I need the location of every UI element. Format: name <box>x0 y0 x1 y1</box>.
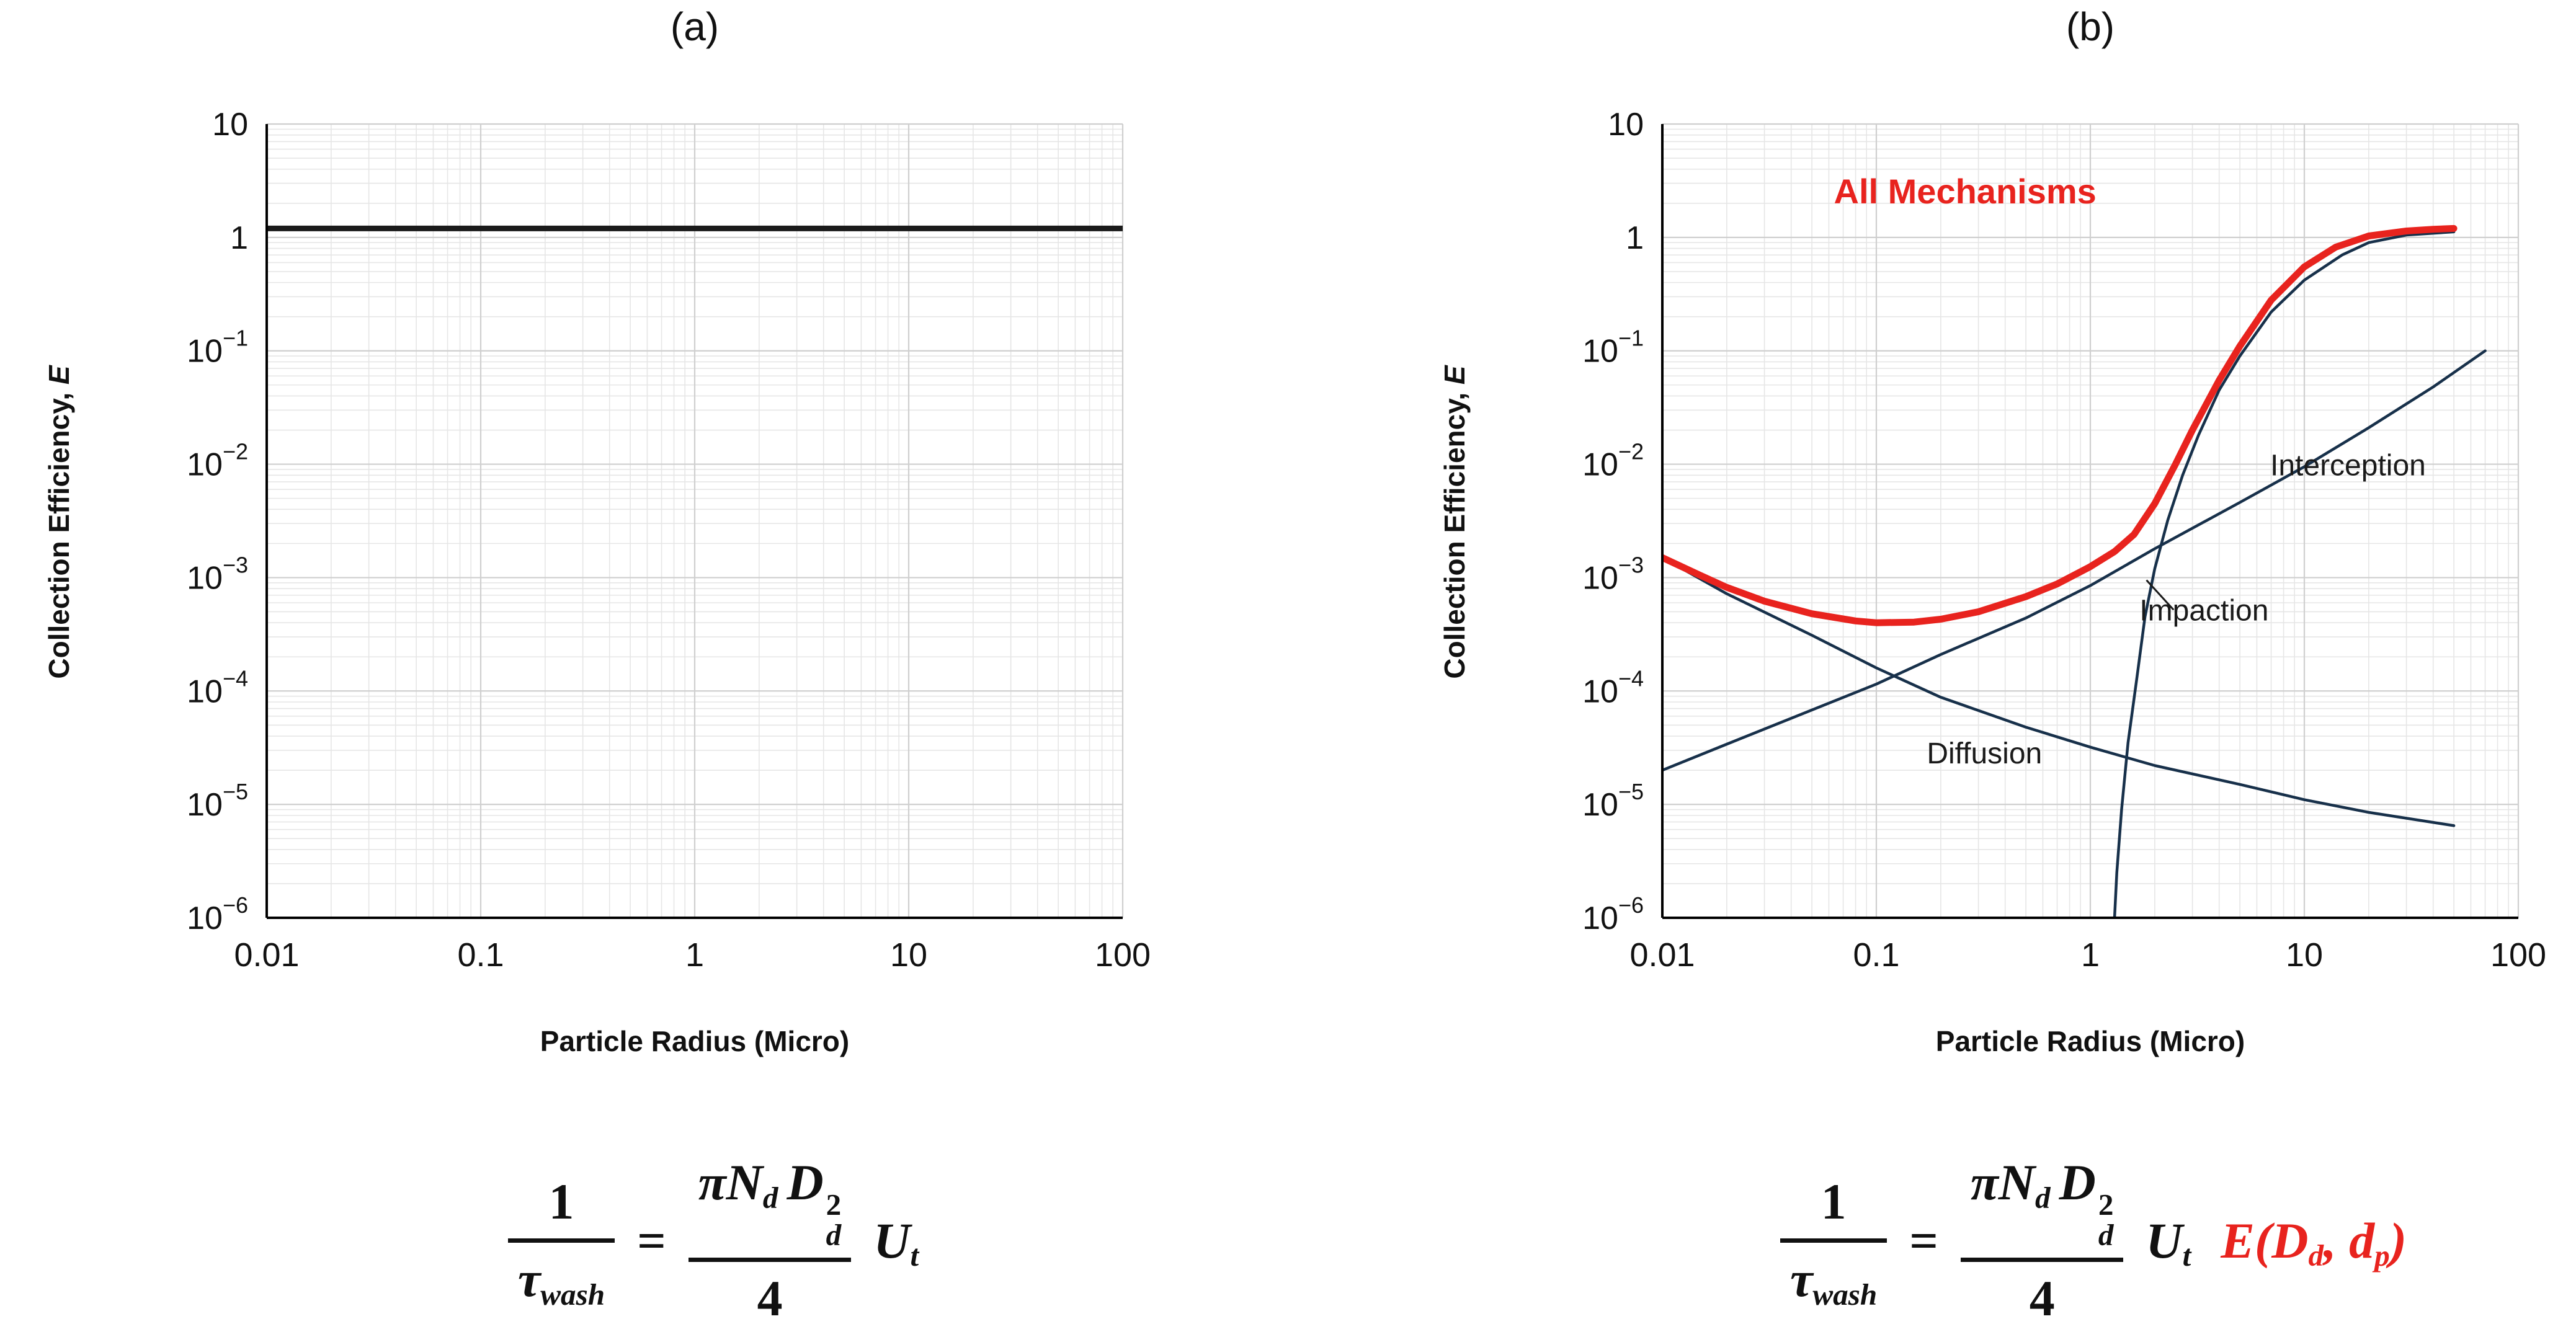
curve-impaction <box>2113 230 2456 918</box>
y-axis-tick-label: 10−5 <box>187 779 248 823</box>
formula-b-t-subscript: t <box>2182 1238 2191 1273</box>
x-axis-tick-label: 1 <box>2081 936 2100 974</box>
y-axis-tick-label: 10−4 <box>1582 665 1644 709</box>
formula-b: 1 τwash = πNd D 2 d 4 Ut E(Dd, dp) <box>1520 1153 2576 1328</box>
formula-a-rhs-fraction: πNd D 2 d 4 <box>688 1153 852 1328</box>
x-axis-tick-label: 0.01 <box>1629 936 1695 974</box>
formula-b-equals-sign: = <box>1909 1212 1939 1269</box>
y-axis-tick-label: 10−1 <box>187 326 248 370</box>
formula-a-tau-wash: τwash <box>507 1238 615 1310</box>
y-axis-tick-label: 1 <box>1626 220 1644 256</box>
formula-a-dd-superscript: 2 <box>826 1187 842 1222</box>
formula-a-nd-subscript: d <box>762 1180 778 1215</box>
y-axis-tick-label: 10−6 <box>187 892 248 936</box>
formula-b-lhs-fraction: 1 τwash <box>1780 1173 1887 1310</box>
chart-b-y-axis-title-text: Collection Efficiency, <box>1438 384 1471 679</box>
curve-label-impaction: Impaction <box>2139 594 2268 627</box>
formula-b-ut-term: Ut <box>2146 1212 2191 1273</box>
formula-b-pi-nd: πN <box>1971 1154 2035 1210</box>
y-axis-tick-label: 10 <box>1608 107 1644 143</box>
formula-a-wash-subscript: wash <box>540 1277 605 1312</box>
y-axis-tick-label: 10 <box>212 107 248 143</box>
formula-b-e-dp-subscript: p <box>2374 1238 2390 1273</box>
y-axis-tick-label: 10−3 <box>187 552 248 596</box>
formula-a-t-subscript: t <box>910 1238 919 1273</box>
x-axis-tick-label: 0.01 <box>234 936 299 974</box>
formula-b-dd-superscript: 2 <box>2098 1187 2114 1222</box>
y-axis-tick-label: 10−6 <box>1582 892 1644 936</box>
formula-a-ut-term: Ut <box>873 1212 919 1273</box>
formula-a-lhs-fraction: 1 τwash <box>507 1173 615 1310</box>
formula-b-numerator: πNd D 2 d <box>1961 1153 2123 1258</box>
curve-label-interception: Interception <box>2270 449 2426 482</box>
formula-b-one: 1 <box>1821 1173 1847 1230</box>
curve-diffusion <box>1662 556 2456 827</box>
formula-a-pi-nd: πN <box>698 1154 763 1210</box>
x-axis-tick-label: 1 <box>685 936 704 974</box>
formula-a-dd-subscript: d <box>826 1217 842 1252</box>
formula-b-e-dd-subscript: d <box>2308 1238 2324 1273</box>
formula-b-four: 4 <box>1961 1258 2124 1328</box>
formula-b-e-close: ) <box>2389 1212 2407 1269</box>
y-axis-tick-label: 10−4 <box>187 665 248 709</box>
panel-a-title: (a) <box>670 4 720 49</box>
chart-b-y-axis-title-symbol: E <box>1438 365 1471 385</box>
x-axis-tick-label: 0.1 <box>1853 936 1899 974</box>
formula-b-rhs-fraction: πNd D 2 d 4 <box>1961 1153 2124 1328</box>
y-axis-tick-label: 10−3 <box>1582 552 1644 596</box>
axis-lines <box>1661 124 2518 919</box>
curve-label-all-mechanisms: All Mechanisms <box>1834 172 2097 211</box>
label-leader-line <box>2146 579 2175 611</box>
chart-b: All Mechanisms Interception Impaction Diffu… <box>1582 107 2546 974</box>
x-axis-tick-label: 100 <box>1095 936 1151 974</box>
plot-curves <box>1662 224 2487 918</box>
formula-a-u: U <box>873 1212 911 1269</box>
y-axis-tick-label: 10−5 <box>1582 779 1644 823</box>
formula-a-numerator: πNd D 2 d <box>689 1153 851 1258</box>
chart-b-y-axis-title: Collection Efficiency, E <box>1436 274 1473 770</box>
panel-b-title: (b) <box>2066 4 2115 49</box>
y-axis-tick-label: 10−2 <box>187 439 248 483</box>
x-axis-tick-label: 10 <box>2286 936 2323 974</box>
chart-a: 0.01 0.1 1 10 100 10 1 10−1 10−2 10−3 10−4 10−5 10−6 <box>187 107 1151 974</box>
x-axis-tick-label: 100 <box>2490 936 2546 974</box>
chart-a-x-axis-title: Particle Radius (Micro) <box>540 1025 850 1057</box>
chart-a-y-axis-title-symbol: E <box>43 365 75 385</box>
formula-b-e-dp: , d <box>2324 1212 2375 1269</box>
chart-a-y-axis-title-text: Collection Efficiency, <box>43 384 75 679</box>
formula-a-four: 4 <box>688 1258 852 1328</box>
curve-interception <box>1662 349 2487 772</box>
x-axis-tick-label: 0.1 <box>457 936 504 974</box>
formula-a-dd: D <box>787 1154 824 1210</box>
formula-a: 1 τwash = πNd D 2 d 4 Ut <box>217 1153 1210 1328</box>
formula-b-dd: D <box>2059 1154 2096 1210</box>
curve-all-mechanisms <box>1662 224 2458 626</box>
chart-a-y-axis-title: Collection Efficiency, E <box>40 274 78 770</box>
curve-label-diffusion: Diffusion <box>1927 737 2042 770</box>
chart-b-x-axis-title: Particle Radius (Micro) <box>1935 1025 2245 1057</box>
formula-a-tau: τ <box>517 1251 541 1307</box>
formula-b-efficiency-term: E(Dd, dp) <box>2221 1212 2407 1273</box>
formula-a-one: 1 <box>548 1173 574 1230</box>
formula-b-e-open: E(D <box>2221 1212 2309 1269</box>
axis-lines <box>265 124 1123 919</box>
formula-b-nd-subscript: d <box>2035 1180 2051 1215</box>
x-axis-tick-label: 10 <box>890 936 927 974</box>
formula-b-u: U <box>2146 1212 2183 1269</box>
formula-a-equals-sign: = <box>637 1212 666 1269</box>
formula-b-dd-subscript: d <box>2098 1217 2114 1252</box>
y-axis-tick-label: 1 <box>230 220 248 256</box>
formula-b-wash-subscript: wash <box>1812 1277 1878 1312</box>
y-axis-tick-label: 10−1 <box>1582 326 1644 370</box>
y-axis-tick-label: 10−2 <box>1582 439 1644 483</box>
formula-b-tau: τ <box>1789 1251 1813 1307</box>
formula-b-tau-wash: τwash <box>1780 1238 1887 1310</box>
